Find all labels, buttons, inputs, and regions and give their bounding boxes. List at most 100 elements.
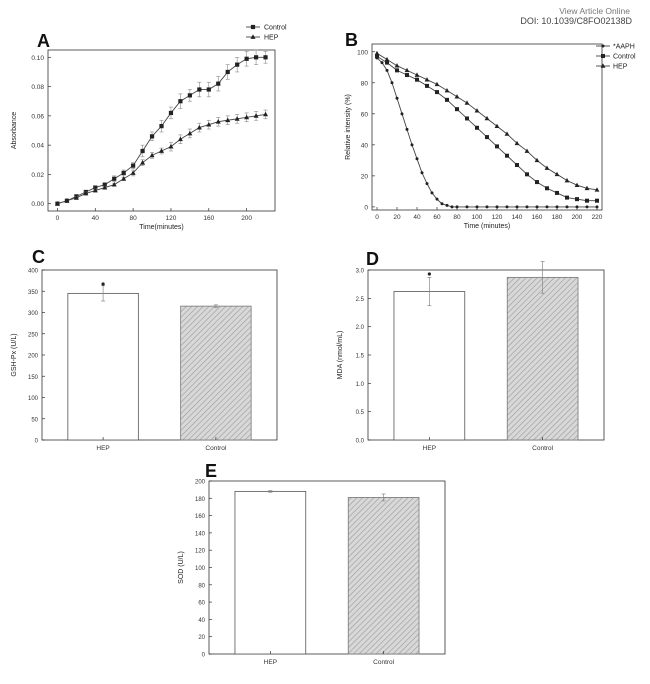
y-tick-label: 0.08 <box>31 84 44 91</box>
data-point-square <box>535 180 539 185</box>
data-point-square <box>465 116 469 121</box>
data-point-square <box>112 176 117 181</box>
data-point-square <box>244 56 249 61</box>
y-tick-label: 0 <box>364 204 368 211</box>
panel-letter-c: C <box>32 247 45 267</box>
y-tick-label: 60 <box>361 111 369 118</box>
data-point-triangle <box>574 182 580 187</box>
series-control <box>55 49 268 206</box>
x-tick-label: 160 <box>203 215 214 222</box>
y-tick-label: 0.02 <box>31 172 44 179</box>
y-tick-label: 0.0 <box>356 439 365 445</box>
data-point-star <box>565 205 569 209</box>
data-point-triangle <box>600 63 606 68</box>
bar-control <box>180 305 252 441</box>
data-point-triangle <box>140 160 146 165</box>
data-point-triangle <box>544 165 550 170</box>
y-axis-label: GSH-Px (U/L) <box>11 333 18 376</box>
data-point-star <box>485 205 489 209</box>
data-point-star <box>420 171 424 175</box>
data-point-square <box>455 107 459 112</box>
data-point-triangle <box>504 131 510 136</box>
category-label: Control <box>532 445 554 452</box>
data-point-star <box>455 205 459 209</box>
y-tick-label: 200 <box>195 480 206 486</box>
data-point-star <box>495 205 499 209</box>
data-point-square <box>263 55 268 60</box>
y-tick-label: 40 <box>361 142 369 149</box>
legend: *AAPH Control HEP <box>596 44 636 71</box>
y-tick-label: 100 <box>195 566 206 572</box>
data-point-star <box>435 197 439 201</box>
data-point-square <box>225 69 230 75</box>
data-point-triangle <box>54 200 60 206</box>
view-article-online-link[interactable]: View Article Online <box>559 6 630 16</box>
data-point-square <box>435 90 439 95</box>
panel-e: 0 20 40 60 80 100 120 140 160 180 200 SOD (U/L) HEP C… <box>178 480 446 666</box>
data-point-triangle <box>424 77 430 82</box>
x-tick-label: 200 <box>572 214 583 221</box>
series-aaph <box>375 56 599 209</box>
data-point-square <box>168 110 174 116</box>
data-point-triangle <box>404 67 410 73</box>
data-point-star <box>445 203 449 207</box>
x-tick-label: 100 <box>472 214 483 221</box>
data-point-square <box>445 97 449 102</box>
data-point-star <box>601 44 605 48</box>
data-point-square <box>425 83 429 88</box>
data-point-star <box>475 205 479 209</box>
data-point-star <box>430 191 434 195</box>
x-tick-label: 80 <box>453 214 461 221</box>
data-point-triangle <box>64 198 70 203</box>
data-point-square <box>206 87 211 92</box>
data-point-star <box>515 205 519 209</box>
y-tick-label: 20 <box>361 173 369 180</box>
legend-label: *AAPH <box>613 44 635 51</box>
data-point-star <box>405 127 409 131</box>
series-hep <box>54 109 269 206</box>
doi-label: DOI: 10.1039/C8FO02138D <box>520 16 632 26</box>
data-point-triangle <box>384 56 390 62</box>
x-tick-label: 40 <box>92 215 100 222</box>
y-tick-label: 3.0 <box>356 269 365 275</box>
data-point-star <box>410 143 414 147</box>
y-axis-label: SOD (U/L) <box>178 551 185 584</box>
x-tick-label: 0 <box>375 214 379 221</box>
panel-a: 0.00 0.02 0.04 0.06 0.08 0.10 0 40 80 120 160 200 Ti… <box>11 25 287 232</box>
data-point-square <box>253 55 259 60</box>
data-point-square <box>595 198 599 203</box>
x-tick-label: 160 <box>532 214 543 221</box>
data-point-star <box>555 205 559 209</box>
data-point-star <box>575 205 579 209</box>
x-axis-label: Time (minutes) <box>464 223 510 230</box>
data-point-triangle <box>394 63 400 68</box>
panel-letter-b: B <box>345 30 358 50</box>
bar-hep <box>67 292 139 441</box>
data-point-triangle <box>187 130 193 136</box>
y-axis-label: Absorbance <box>11 112 18 149</box>
data-point-triangle <box>253 113 259 118</box>
data-point-square <box>405 73 409 78</box>
y-tick-label: 0.06 <box>31 113 44 120</box>
data-point-triangle <box>130 170 136 175</box>
y-tick-label: 20 <box>198 635 205 641</box>
data-point-square <box>216 81 221 86</box>
data-point-square <box>375 54 379 59</box>
data-point-square <box>235 62 240 67</box>
data-point-square <box>395 68 399 73</box>
data-point-star <box>505 205 509 209</box>
data-point-square <box>159 124 164 129</box>
y-tick-label: 2.0 <box>356 325 365 331</box>
data-point-star <box>390 81 394 85</box>
data-point-star <box>465 205 469 209</box>
x-tick-label: 80 <box>130 215 138 222</box>
data-point-triangle <box>534 157 540 163</box>
legend-label: HEP <box>613 64 628 71</box>
legend-label: Control <box>264 25 287 32</box>
data-point-star <box>545 205 549 209</box>
x-tick-label: 180 <box>552 214 563 221</box>
data-point-star <box>415 157 419 161</box>
panel-letter-e: E <box>205 461 217 481</box>
data-point-star <box>425 182 429 186</box>
data-point-star <box>440 202 444 206</box>
